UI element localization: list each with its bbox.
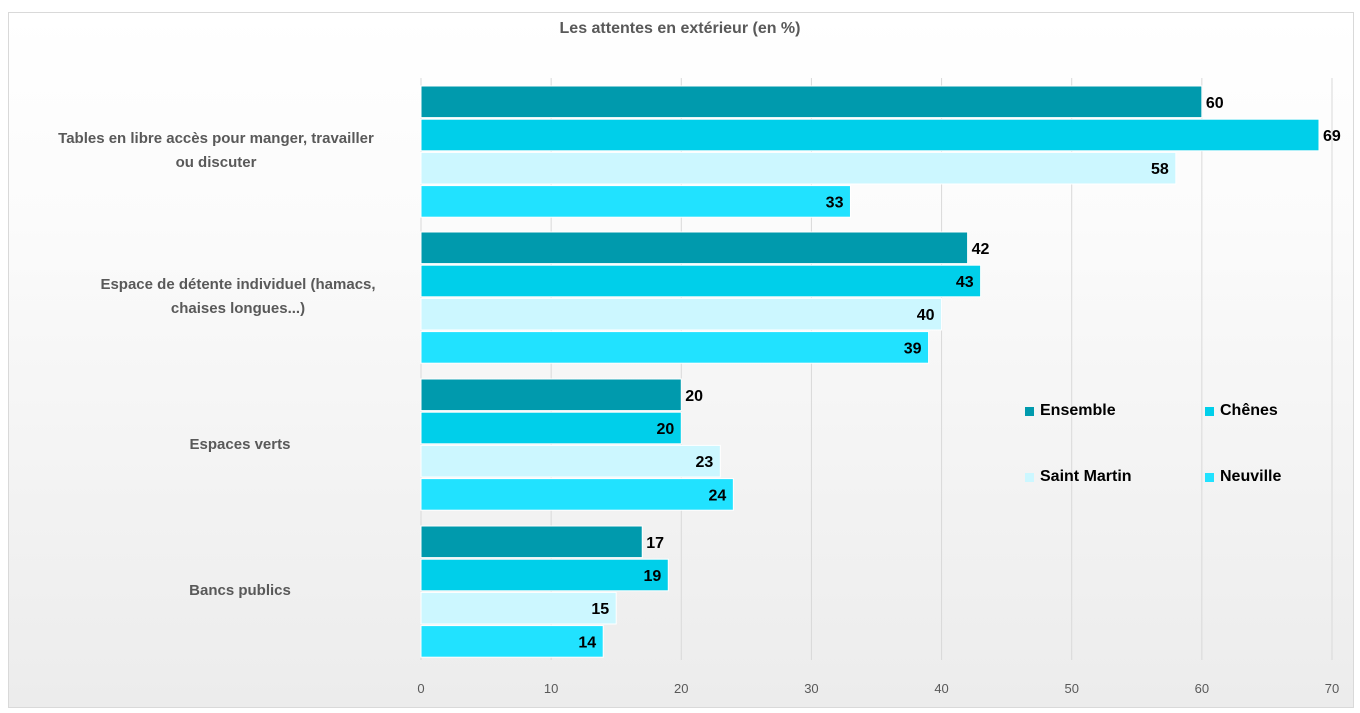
category-label-line: chaises longues...): [170, 300, 306, 317]
category-label-line: Espace de détente individuel (hamacs,: [100, 276, 376, 293]
data-label: 42: [972, 241, 990, 258]
category-label-tables: Tables en libre accès pour manger, trava…: [56, 127, 376, 175]
bar: [420, 591, 617, 625]
data-label: 19: [643, 568, 661, 585]
data-label: 58: [1151, 161, 1169, 178]
bar: [420, 297, 943, 331]
data-label: 39: [904, 340, 922, 357]
legend-swatch: [1205, 406, 1214, 416]
x-tick-label: 70: [1325, 681, 1339, 696]
x-tick-label: 60: [1195, 681, 1209, 696]
x-tick-label: 10: [544, 681, 558, 696]
data-label: 23: [696, 454, 714, 471]
bar: [420, 411, 682, 445]
legend-label: Chênes: [1220, 402, 1278, 419]
category-label-espaces-verts: Espaces verts: [80, 433, 400, 457]
legend-label: Saint Martin: [1040, 468, 1132, 485]
bar: [420, 118, 1320, 152]
x-tick-label: 40: [934, 681, 948, 696]
data-label: 60: [1206, 95, 1224, 112]
data-label: 14: [578, 634, 596, 651]
data-label: 20: [685, 388, 703, 405]
x-tick-label: 50: [1064, 681, 1078, 696]
x-tick-label: 0: [417, 681, 424, 696]
category-label-detente: Espace de détente individuel (hamacs, ch…: [78, 273, 398, 321]
bar: [420, 444, 721, 478]
legend-item-chenes: Chênes: [1205, 402, 1278, 420]
category-label-line: Bancs publics: [189, 582, 291, 599]
legend-swatch: [1025, 472, 1034, 482]
data-label: 20: [656, 421, 674, 438]
bar: [420, 378, 682, 412]
data-label: 24: [709, 487, 727, 504]
legend-label: Ensemble: [1040, 402, 1116, 419]
data-label: 40: [917, 307, 935, 324]
bar: [420, 151, 1177, 185]
bar: [420, 231, 969, 265]
data-label: 69: [1323, 128, 1341, 145]
chart-title: Les attentes en extérieur (en %): [559, 20, 801, 37]
data-label: 43: [956, 274, 974, 291]
bar: [420, 625, 604, 658]
bar: [420, 185, 851, 218]
category-label-line: Espaces verts: [189, 436, 291, 453]
category-label-line: Tables en libre accès pour manger, trava…: [58, 130, 374, 147]
data-label: 33: [826, 194, 844, 211]
bar: [420, 525, 643, 559]
bar: [420, 331, 930, 364]
bar: [420, 85, 1203, 119]
bar: [420, 558, 669, 592]
legend-item-ensemble: Ensemble: [1025, 402, 1116, 420]
x-tick-label: 20: [674, 681, 688, 696]
legend-item-neuville: Neuville: [1205, 468, 1281, 486]
category-label-bancs: Bancs publics: [80, 579, 400, 603]
legend-item-saint-martin: Saint Martin: [1025, 468, 1132, 486]
data-label: 15: [591, 601, 609, 618]
legend-swatch: [1025, 406, 1034, 416]
legend-swatch: [1205, 472, 1214, 482]
x-tick-label: 30: [804, 681, 818, 696]
bar: [420, 478, 734, 511]
legend-label: Neuville: [1220, 468, 1282, 485]
bar: [420, 264, 982, 298]
category-label-line: ou discuter: [175, 154, 257, 171]
data-label: 17: [646, 535, 664, 552]
